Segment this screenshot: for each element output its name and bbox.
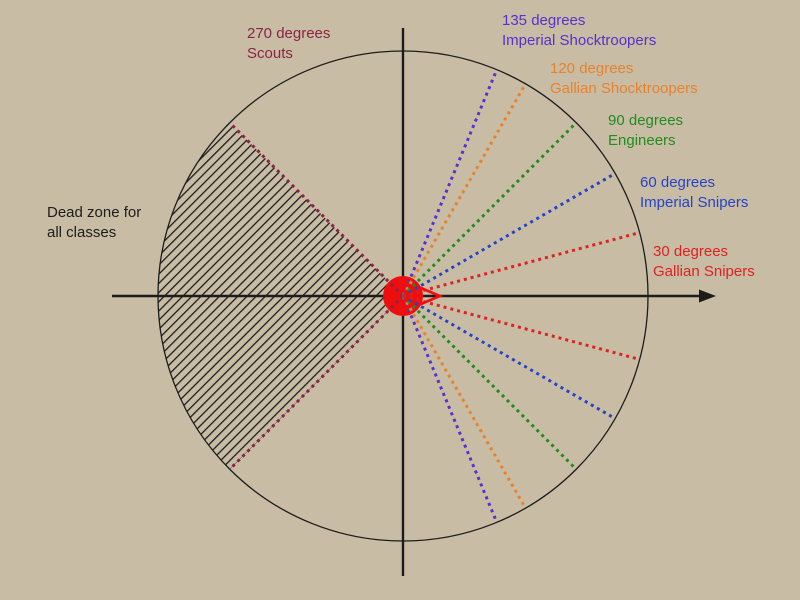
label-gallian-shocktroopers-class: Gallian Shocktroopers <box>550 80 698 97</box>
label-imperial-shocktroopers-degrees: 135 degrees <box>502 12 586 29</box>
label-dead-zone-line2: all classes <box>47 224 117 241</box>
label-imperial-snipers-class: Imperial Snipers <box>640 194 749 211</box>
ray-scouts-upper <box>230 123 405 298</box>
label-dead-zone-line1: Dead zone for <box>47 204 142 221</box>
ray-imperial-shocktroopers-lower <box>401 295 498 522</box>
label-scouts-class: Scouts <box>247 45 293 62</box>
label-imperial-snipers: 60 degrees Imperial Snipers <box>640 173 748 213</box>
ray-imperial-shocktroopers-upper <box>401 70 498 297</box>
view-angle-rays <box>230 70 639 522</box>
label-gallian-snipers-class: Gallian Snipers <box>653 263 755 280</box>
ray-scouts-lower <box>230 294 405 469</box>
label-gallian-snipers: 30 degrees Gallian Snipers <box>653 242 755 282</box>
ray-gallian-snipers-upper <box>402 231 639 298</box>
ray-gallian-shocktroopers-upper <box>401 84 526 297</box>
label-scouts-degrees: 270 degrees <box>247 25 331 42</box>
ray-gallian-shocktroopers-lower <box>401 295 526 508</box>
x-axis-arrowhead-icon <box>699 289 716 303</box>
label-gallian-shocktroopers: 120 degrees Gallian Shocktroopers <box>550 59 698 99</box>
label-imperial-snipers-degrees: 60 degrees <box>640 174 716 191</box>
label-engineers-degrees: 90 degrees <box>608 112 684 129</box>
unit-direction-arrow-icon <box>419 286 444 306</box>
label-engineers-class: Engineers <box>608 132 676 149</box>
label-dead-zone: Dead zone for all classes <box>47 203 141 243</box>
ray-engineers-lower <box>401 294 576 469</box>
label-gallian-snipers-degrees: 30 degrees <box>653 243 729 260</box>
label-gallian-shocktroopers-degrees: 120 degrees <box>550 60 634 77</box>
ray-imperial-snipers-lower <box>402 294 615 419</box>
label-imperial-shocktroopers-class: Imperial Shocktroopers <box>502 32 657 49</box>
ray-engineers-upper <box>401 123 576 298</box>
label-engineers: 90 degrees Engineers <box>608 111 683 151</box>
label-imperial-shocktroopers: 135 degrees Imperial Shocktroopers <box>502 11 656 51</box>
ray-gallian-snipers-lower <box>402 294 639 361</box>
ray-imperial-snipers-upper <box>402 173 615 298</box>
label-scouts: 270 degrees Scouts <box>247 24 330 64</box>
